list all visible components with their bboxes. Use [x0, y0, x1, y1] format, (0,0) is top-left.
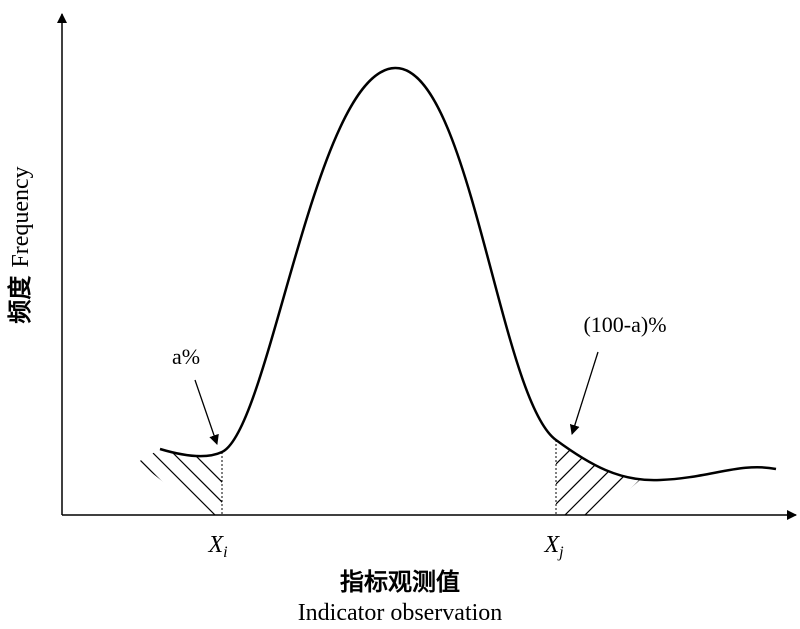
x-axis-label-en: Indicator observation [298, 600, 503, 626]
marker-base: X [543, 532, 560, 558]
y-axis-label: 频度 Frequency [6, 166, 34, 323]
annotation: a% [172, 344, 200, 369]
annotation: (100-a)% [583, 312, 666, 337]
marker-label: Xi [207, 532, 227, 561]
marker-label: Xj [543, 532, 564, 561]
y-axis-label-zh: 频度 [6, 275, 34, 324]
distribution-curve [159, 66, 777, 482]
y-axis-label-en: Frequency [8, 166, 34, 267]
arrow [569, 351, 599, 435]
marker-base: X [207, 532, 224, 558]
left-hatch [138, 449, 222, 515]
arrow [194, 379, 219, 445]
x-axis-label-zh: 指标观测值 [340, 568, 460, 596]
marker-sub: j [557, 544, 564, 561]
marker-sub: i [223, 544, 227, 561]
right-hatch [556, 440, 640, 515]
